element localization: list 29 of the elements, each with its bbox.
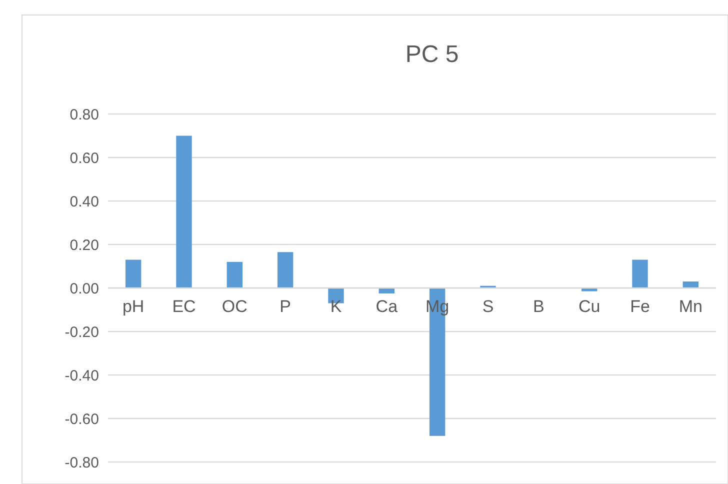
- x-tick-label: K: [330, 297, 342, 316]
- y-tick-label: 0.80: [70, 106, 99, 124]
- x-tick-label: Cu: [578, 297, 600, 316]
- x-tick-label: Fe: [630, 297, 650, 316]
- bar: [226, 262, 243, 288]
- x-tick-label: EC: [172, 297, 196, 316]
- y-tick-label: 0.60: [70, 150, 99, 167]
- chart-title: PC 5: [405, 41, 459, 68]
- bar: [125, 260, 142, 288]
- bar: [378, 288, 395, 294]
- y-tick-label: -0.40: [64, 367, 99, 384]
- bar: [581, 288, 598, 292]
- bar: [632, 260, 648, 288]
- y-tick-label: -0.20: [64, 324, 99, 341]
- x-tick-label: P: [280, 297, 292, 316]
- y-tick-label: -0.80: [64, 454, 99, 472]
- bar: [176, 136, 192, 288]
- bar: [682, 281, 699, 288]
- y-tick-label: 0.00: [70, 280, 99, 298]
- y-tick-label: 0.40: [70, 193, 99, 210]
- x-tick-label: Ca: [376, 297, 398, 316]
- y-tick-label: 0.20: [70, 236, 99, 254]
- x-tick-label: Mn: [678, 297, 702, 316]
- bar: [277, 252, 294, 288]
- y-tick-label: -0.60: [64, 410, 99, 428]
- x-tick-label: S: [482, 297, 494, 316]
- x-tick-label: OC: [222, 297, 248, 316]
- x-tick-label: B: [532, 297, 544, 316]
- x-tick-label: pH: [122, 297, 144, 316]
